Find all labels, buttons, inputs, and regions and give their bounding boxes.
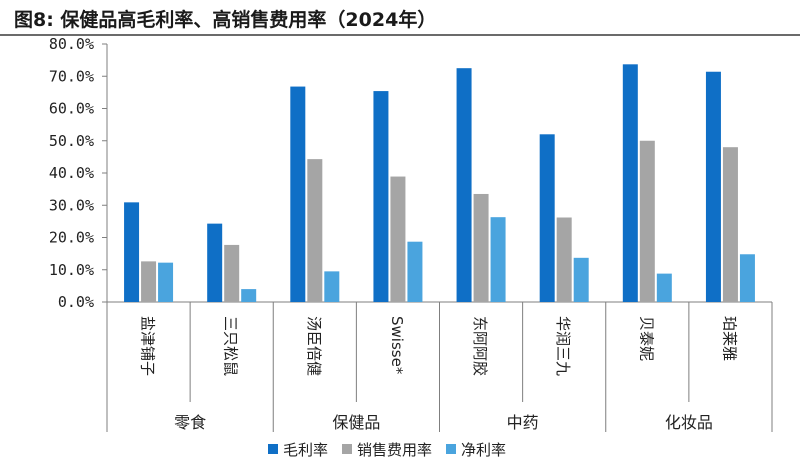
bar: [373, 91, 389, 303]
chart-title: 图8: 保健品高毛利率、高销售费用率（2024年）: [14, 9, 437, 31]
bar: [573, 257, 589, 302]
bar: [539, 134, 555, 302]
group-label: 化妆品: [665, 413, 713, 432]
y-tick-label: 20.0%: [49, 229, 94, 247]
legend-label: 净利率: [461, 441, 506, 459]
bar: [739, 254, 755, 302]
y-tick-label: 30.0%: [49, 196, 94, 214]
bar: [556, 217, 572, 302]
y-tick-label: 60.0%: [49, 100, 94, 118]
group-label: 保健品: [332, 413, 380, 432]
group-label: 零食: [174, 413, 206, 432]
y-tick-label: 0.0%: [58, 293, 94, 311]
category-label: 汤臣倍健: [305, 316, 323, 376]
y-tick-label: 10.0%: [49, 261, 94, 279]
bar: [456, 68, 472, 302]
category-label: 盐津铺子: [139, 316, 157, 376]
bar: [656, 273, 672, 302]
bar: [705, 71, 721, 302]
bar: [407, 241, 423, 302]
bar: [241, 289, 257, 302]
category-label: 三只松鼠: [222, 316, 240, 376]
legend-swatch: [342, 444, 352, 454]
y-tick-label: 80.0%: [49, 35, 94, 53]
bar: [207, 223, 223, 302]
bar: [290, 86, 306, 302]
legend-label: 毛利率: [283, 441, 328, 459]
bar: [622, 64, 638, 302]
bar: [490, 217, 506, 302]
category-label: Swisse*: [388, 316, 406, 375]
group-label: 中药: [507, 413, 539, 432]
legend-swatch: [268, 444, 278, 454]
bar: [224, 244, 240, 302]
legend-label: 销售费用率: [357, 441, 432, 459]
y-tick-label: 40.0%: [49, 164, 94, 182]
bar: [141, 261, 157, 302]
y-tick-label: 50.0%: [49, 132, 94, 150]
bar: [639, 140, 655, 302]
bar: [473, 193, 489, 302]
y-tick-label: 70.0%: [49, 67, 94, 85]
bar: [307, 159, 323, 302]
bar: [390, 176, 406, 302]
bar: [722, 147, 738, 302]
legend-swatch: [446, 444, 456, 454]
bar: [158, 262, 174, 302]
bar: [124, 202, 140, 302]
category-label: 贝泰妮: [637, 316, 655, 361]
category-label: 华润三九: [554, 316, 572, 376]
category-label: 东阿阿胶: [471, 316, 489, 376]
bar: [324, 271, 340, 302]
title-bar: 图8: 保健品高毛利率、高销售费用率（2024年）: [0, 0, 800, 36]
category-label: 珀莱雅: [720, 316, 738, 361]
